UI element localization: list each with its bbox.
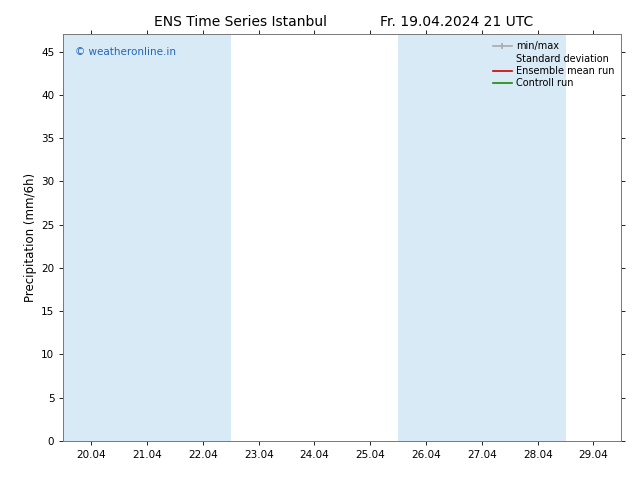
Y-axis label: Precipitation (mm/6h): Precipitation (mm/6h) bbox=[24, 173, 37, 302]
Text: ENS Time Series Istanbul: ENS Time Series Istanbul bbox=[155, 15, 327, 29]
Bar bbox=[63, 34, 231, 441]
Bar bbox=[398, 34, 566, 441]
Text: © weatheronline.in: © weatheronline.in bbox=[75, 47, 176, 56]
Text: Fr. 19.04.2024 21 UTC: Fr. 19.04.2024 21 UTC bbox=[380, 15, 533, 29]
Legend: min/max, Standard deviation, Ensemble mean run, Controll run: min/max, Standard deviation, Ensemble me… bbox=[491, 39, 616, 90]
